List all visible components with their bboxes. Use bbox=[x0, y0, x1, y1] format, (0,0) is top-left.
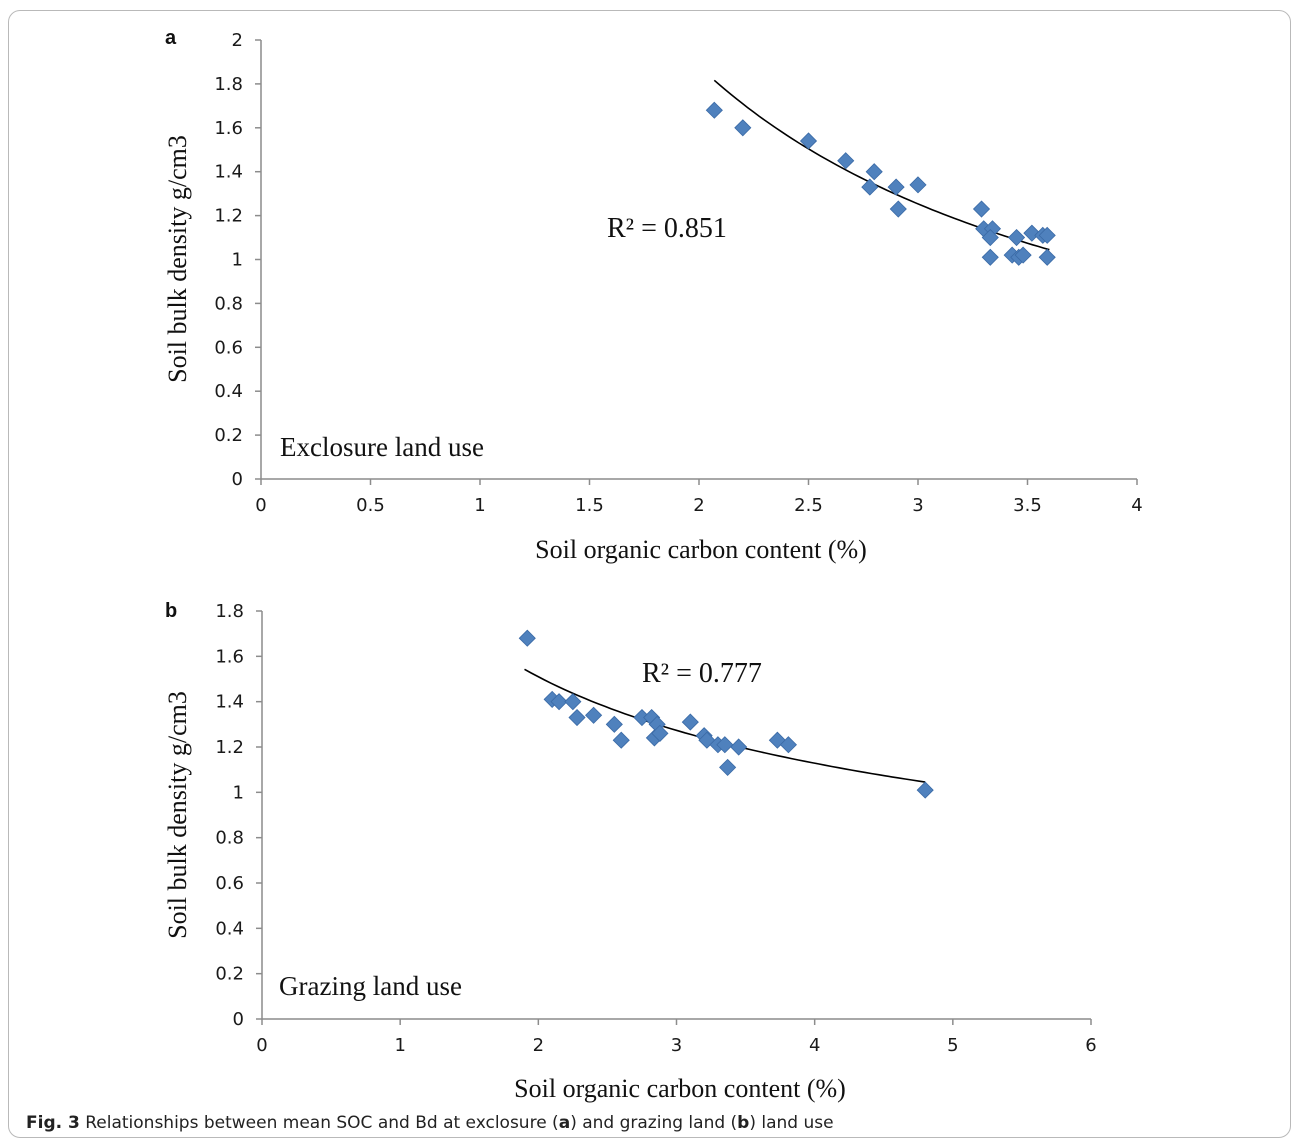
panel-b-data-point bbox=[612, 731, 630, 749]
panel-b-data-point bbox=[651, 724, 669, 742]
panel-a-x-tick-label: 1.5 bbox=[575, 495, 604, 516]
panel-a-x-tick-label: 3 bbox=[912, 495, 923, 516]
panel-a-data-point bbox=[705, 101, 723, 119]
panel-a-data-point bbox=[972, 200, 991, 218]
panel-a-x-tick-label: 3.5 bbox=[1013, 495, 1042, 516]
panel-b-data-point bbox=[564, 693, 582, 711]
panel-a-data-point bbox=[981, 228, 999, 247]
panel-b-data-point bbox=[916, 781, 934, 799]
panel-a-x-tick-label: 1 bbox=[474, 495, 485, 516]
panel-b-x-tick-label: 1 bbox=[394, 1035, 405, 1056]
caption-panel-b: b bbox=[737, 1113, 750, 1133]
panel-a-data-point bbox=[734, 119, 752, 137]
panel-a-data-point bbox=[1038, 248, 1056, 266]
caption-text-mid: ) and grazing land ( bbox=[570, 1113, 738, 1133]
panel-a-data-point bbox=[887, 178, 905, 196]
caption-text-pre: Relationships between mean SOC and Bd at… bbox=[79, 1113, 559, 1133]
panel-a-data-point bbox=[837, 152, 855, 170]
panel-b-land-use-label: Grazing land use bbox=[279, 971, 462, 1001]
panel-a-x-tick-label: 0.5 bbox=[356, 495, 385, 516]
panel-b-data-point bbox=[518, 629, 536, 647]
panel-a-x-tick-label: 2.5 bbox=[794, 495, 823, 516]
panel-b-r-squared-label: R² = 0.777 bbox=[642, 658, 762, 689]
panel-a-trendline bbox=[713, 79, 1050, 251]
panel-a-y-tick-label: 1.6 bbox=[214, 118, 243, 139]
panel-b-y-tick-label: 1.8 bbox=[215, 601, 244, 622]
panel-a-data-point bbox=[799, 132, 818, 150]
panel-b-data-point bbox=[730, 738, 748, 756]
caption-label: Fig. 3 bbox=[26, 1113, 80, 1133]
panel-a-data-point bbox=[861, 178, 879, 196]
panel-b-y-axis-title: Soil bulk density g/cm3 bbox=[163, 691, 192, 939]
panel-b-data-point bbox=[681, 713, 699, 731]
panel-b-data-point bbox=[779, 736, 797, 754]
panel-a-y-tick-label: 0.6 bbox=[214, 337, 243, 358]
panel-a-y-tick-label: 1.2 bbox=[214, 206, 243, 227]
panel-a-data-point bbox=[889, 200, 907, 218]
panel-b-y-tick-label: 1 bbox=[233, 782, 244, 803]
panel-a-x-tick-label: 2 bbox=[693, 495, 704, 516]
panel-a-data-point bbox=[909, 176, 927, 194]
panel-a-x-tick-label: 0 bbox=[255, 495, 266, 516]
panel-a-y-tick-label: 1.8 bbox=[214, 74, 243, 95]
panel-b-data-point bbox=[568, 708, 586, 727]
panel-a-y-tick-label: 0 bbox=[232, 469, 243, 490]
panel-a-y-tick-label: 2 bbox=[232, 30, 243, 51]
panel-a-data-point bbox=[1023, 224, 1041, 242]
panel-a-y-tick-label: 0.8 bbox=[214, 293, 243, 314]
panel-b-x-tick-label: 2 bbox=[533, 1035, 544, 1056]
panel-a-x-tick-label: 4 bbox=[1131, 495, 1142, 516]
panel-b-data-point bbox=[719, 758, 737, 776]
panel-b-y-tick-label: 0.6 bbox=[215, 873, 244, 894]
panel-b-data-point bbox=[550, 693, 568, 711]
panel-b-y-tick-label: 0.8 bbox=[215, 828, 244, 849]
panel-b-x-tick-label: 3 bbox=[671, 1035, 682, 1056]
caption-text-post: ) land use bbox=[749, 1113, 834, 1133]
figure-caption: Fig. 3 Relationships between mean SOC an… bbox=[26, 1113, 834, 1133]
panel-b-x-tick-label: 6 bbox=[1085, 1035, 1096, 1056]
panel-b-y-tick-label: 1.4 bbox=[215, 692, 244, 713]
panel-b-x-tick-label: 4 bbox=[809, 1035, 820, 1056]
panel-a-letter: a bbox=[165, 27, 177, 49]
panel-a-data-point bbox=[865, 163, 883, 181]
panel-b-x-tick-label: 5 bbox=[947, 1035, 958, 1056]
panel-b-y-tick-label: 1.6 bbox=[215, 646, 244, 667]
panel-a-y-tick-label: 1 bbox=[232, 250, 243, 271]
panel-a-data-point bbox=[1007, 228, 1026, 247]
panel-b-y-tick-label: 1.2 bbox=[215, 737, 244, 758]
panel-a-data-point bbox=[1014, 246, 1032, 264]
panel-b-y-tick-label: 0.4 bbox=[215, 918, 244, 939]
figure-frame bbox=[8, 10, 1291, 1138]
panel-b-letter: b bbox=[165, 600, 177, 622]
panel-a-x-axis-title: Soil organic carbon content (%) bbox=[535, 535, 867, 564]
panel-b-y-tick-label: 0 bbox=[233, 1009, 244, 1030]
panel-a-data-point bbox=[1038, 226, 1056, 244]
caption-panel-a: a bbox=[558, 1113, 571, 1133]
panel-a-data-point bbox=[981, 248, 999, 266]
panel-b-data-point bbox=[585, 706, 603, 724]
panel-a-y-axis-title: Soil bulk density g/cm3 bbox=[163, 135, 192, 383]
panel-a-land-use-label: Exclosure land use bbox=[280, 432, 484, 462]
panel-a-r-squared-label: R² = 0.851 bbox=[607, 213, 727, 244]
panel-b-x-tick-label: 0 bbox=[256, 1035, 267, 1056]
panel-a-y-tick-label: 1.4 bbox=[214, 162, 243, 183]
panel-b-data-point bbox=[605, 715, 623, 733]
panel-b-x-axis-title: Soil organic carbon content (%) bbox=[514, 1074, 846, 1103]
panel-b-y-tick-label: 0.2 bbox=[215, 964, 244, 985]
panel-b-data-point bbox=[716, 736, 734, 754]
panel-a-y-tick-label: 0.4 bbox=[214, 381, 243, 402]
panel-a-y-tick-label: 0.2 bbox=[214, 425, 243, 446]
